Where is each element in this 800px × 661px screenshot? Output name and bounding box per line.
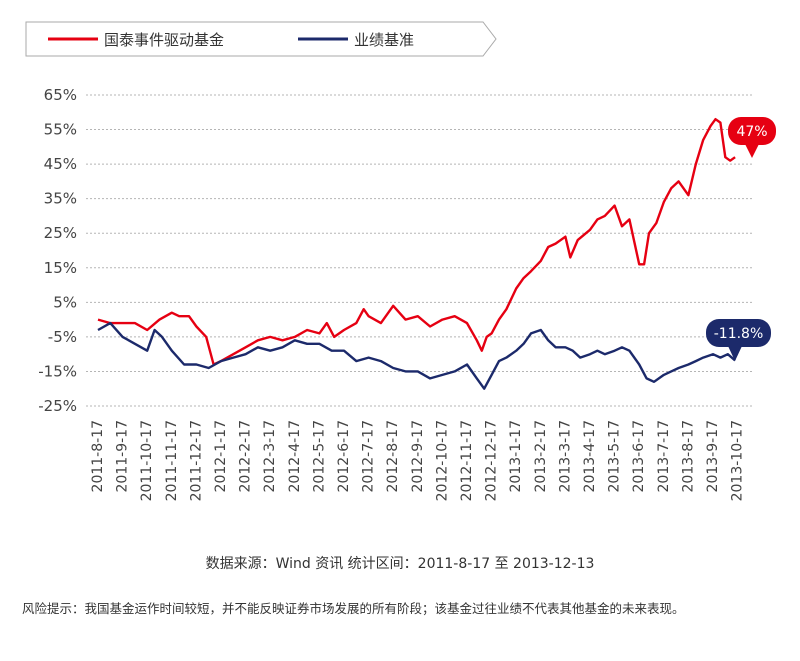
- x-tick-label: 2013-3-17: [557, 420, 573, 492]
- y-tick-label: -25%: [38, 397, 77, 415]
- x-tick-label: 2012-2-17: [238, 420, 254, 492]
- fund-series-line: [97, 118, 736, 366]
- end-value-label: 47%: [736, 124, 767, 140]
- legend-label-fund: 国泰事件驱动基金: [104, 31, 224, 49]
- line-chart: 国泰事件驱动基金 业绩基准 65% 55% 45% 35% 25% 15% 5% -5% -15…: [25, 21, 776, 501]
- y-tick-label: -5%: [48, 328, 77, 346]
- x-tick-label: 2013-6-17: [631, 420, 647, 492]
- y-tick-label: 25%: [44, 224, 77, 242]
- x-tick-label: 2012-4-17: [287, 420, 303, 492]
- x-tick-label: 2013-4-17: [582, 420, 598, 492]
- x-tick-label: 2011-10-17: [139, 420, 155, 501]
- series-lines: [97, 118, 736, 390]
- x-tick-label: 2013-5-17: [607, 420, 623, 492]
- benchmark-end-callout: -11.8%: [706, 319, 771, 361]
- x-tick-label: 2012-11-17: [459, 420, 475, 501]
- x-tick-label: 2012-10-17: [434, 420, 450, 501]
- x-tick-label: 2012-5-17: [311, 420, 327, 492]
- x-tick-label: 2012-1-17: [213, 420, 229, 492]
- x-tick-label: 2011-8-17: [90, 420, 106, 492]
- x-tick-label: 2013-1-17: [508, 420, 524, 492]
- legend-frame: [25, 21, 497, 57]
- x-tick-label: 2013-2-17: [533, 420, 549, 492]
- y-tick-label: -15%: [38, 362, 77, 380]
- legend-label-benchmark: 业绩基准: [354, 31, 414, 49]
- x-tick-label: 2011-12-17: [188, 420, 204, 501]
- x-tick-label: 2013-10-17: [730, 420, 746, 501]
- y-axis: 65% 55% 45% 35% 25% 15% 5% -5% -15% -25%: [38, 86, 77, 415]
- x-tick-label: 2013-8-17: [680, 420, 696, 492]
- grid-lines: [86, 94, 752, 407]
- y-tick-label: 65%: [44, 86, 77, 104]
- x-tick-label: 2013-9-17: [705, 420, 721, 492]
- x-tick-label: 2011-9-17: [115, 420, 131, 492]
- y-tick-label: 5%: [53, 293, 77, 311]
- end-value-callouts: 47% -11.8%: [706, 117, 776, 361]
- y-tick-label: 45%: [44, 155, 77, 173]
- x-tick-label: 2012-9-17: [410, 420, 426, 492]
- x-tick-label: 2012-12-17: [484, 420, 500, 501]
- x-tick-label: 2013-7-17: [656, 420, 672, 492]
- y-tick-label: 35%: [44, 190, 77, 208]
- x-tick-label: 2012-7-17: [361, 420, 377, 492]
- legend: 国泰事件驱动基金 业绩基准: [25, 21, 497, 57]
- fund-end-callout: 47%: [728, 117, 776, 158]
- x-tick-label: 2012-3-17: [262, 420, 278, 492]
- y-tick-label: 15%: [44, 259, 77, 277]
- y-tick-label: 55%: [44, 121, 77, 139]
- x-tick-label: 2011-11-17: [164, 420, 180, 501]
- x-tick-label: 2012-6-17: [336, 420, 352, 492]
- x-tick-label: 2012-8-17: [385, 420, 401, 492]
- x-axis: 2011-8-17 2011-9-17 2011-10-17 2011-11-17 20…: [90, 420, 746, 501]
- benchmark-series-line: [97, 321, 736, 390]
- end-value-label: -11.8%: [714, 326, 764, 342]
- data-source-note: 数据来源：Wind 资讯 统计区间：2011-8-17 至 2013-12-13: [205, 556, 595, 572]
- risk-disclaimer: 风险提示：我国基金运作时间较短，并不能反映证券市场发展的所有阶段；该基金过往业绩…: [22, 601, 685, 616]
